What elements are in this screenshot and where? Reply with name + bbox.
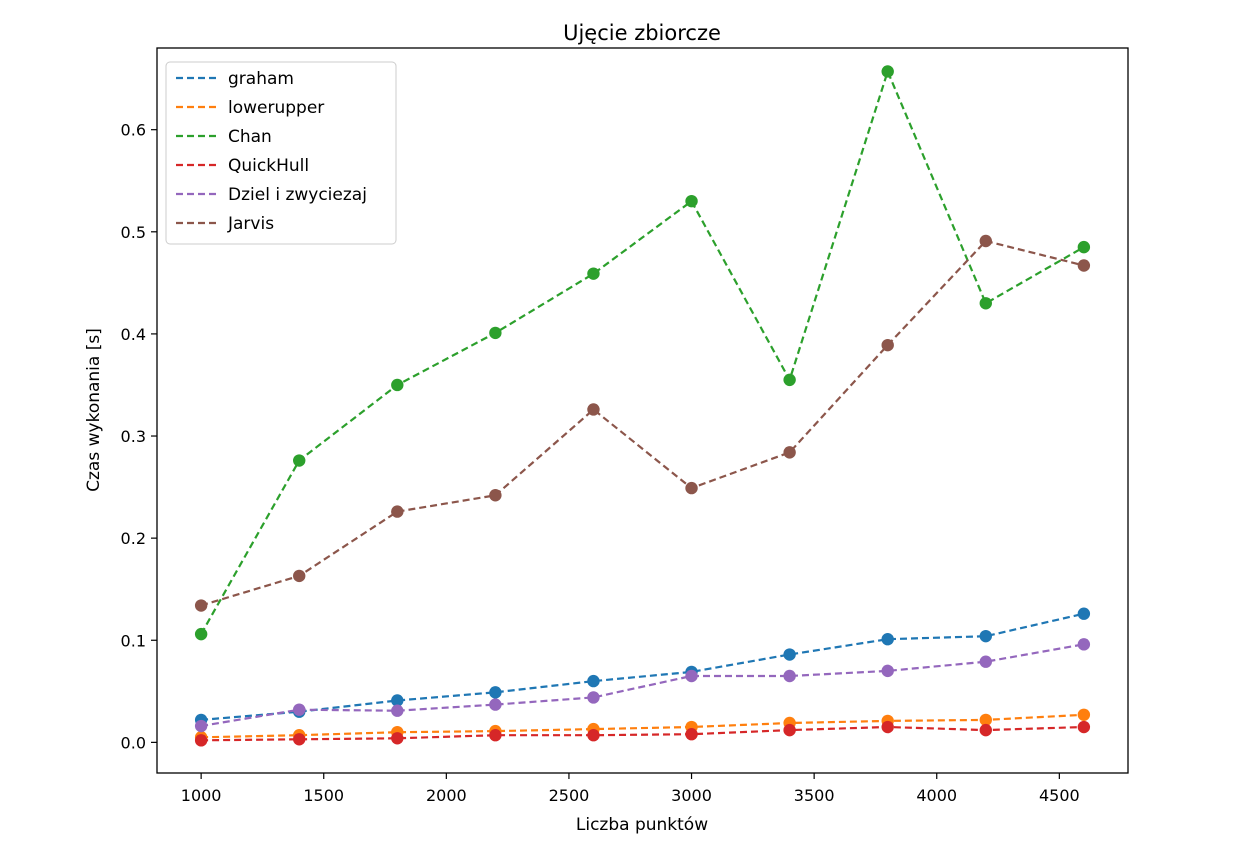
data-point (293, 703, 306, 716)
data-point (1077, 240, 1091, 254)
data-point (391, 505, 404, 518)
data-point (587, 674, 600, 688)
series-line (200, 239, 1085, 607)
data-point (489, 686, 502, 699)
y-tick-label: 0.1 (121, 631, 146, 650)
data-point (293, 733, 306, 746)
legend-box (165, 61, 397, 245)
data-point (685, 194, 698, 208)
series-line (201, 612, 1085, 721)
data-point (685, 481, 698, 495)
x-tick-label: 1500 (303, 786, 344, 805)
series-layer (194, 65, 1091, 747)
data-point (1077, 259, 1091, 272)
data-point (783, 373, 796, 387)
data-point (979, 629, 992, 643)
series-jarvis (194, 234, 1091, 612)
data-point (194, 734, 208, 747)
data-point (685, 669, 698, 683)
y-axis-label: Czas wykonania [s] (84, 328, 104, 492)
series-dziel-i-zwyciezaj (194, 638, 1091, 733)
legend-label: lowerupper (228, 98, 324, 118)
data-point (194, 719, 208, 733)
x-axis: 1000 1500 2000 2500 3000 3500 4000 4500 (181, 773, 1080, 805)
data-point (979, 297, 992, 310)
data-point (783, 723, 796, 737)
y-tick-label: 0.2 (121, 529, 146, 548)
y-tick-label: 0.5 (121, 223, 146, 242)
series-chan (194, 65, 1091, 641)
data-point (391, 694, 404, 707)
data-point (1077, 720, 1091, 734)
data-point (979, 655, 992, 668)
legend-label: Jarvis (227, 214, 274, 234)
data-point (293, 569, 306, 583)
y-tick-label: 0.3 (121, 427, 146, 446)
data-point (391, 732, 404, 745)
y-tick-label: 0.6 (121, 121, 146, 140)
data-point (587, 729, 600, 742)
series-quickhull (194, 720, 1091, 747)
y-axis: 0.0 0.1 0.2 0.3 0.4 0.5 0.6 (121, 121, 157, 752)
legend-label: Chan (228, 127, 272, 147)
series-line (200, 643, 1085, 728)
data-point (979, 723, 992, 737)
y-tick-label: 0.0 (121, 733, 146, 752)
data-point (979, 234, 992, 248)
legend-label: QuickHull (228, 156, 309, 176)
x-tick-label: 2000 (426, 786, 467, 805)
data-point (293, 454, 306, 467)
data-point (881, 664, 894, 678)
data-point (685, 727, 698, 741)
data-point (489, 489, 502, 502)
data-point (587, 403, 600, 416)
data-point (881, 720, 894, 734)
data-point (1077, 638, 1091, 651)
series-line (201, 713, 1084, 739)
data-point (391, 378, 404, 392)
x-tick-label: 4000 (916, 786, 957, 805)
data-point (881, 338, 894, 352)
data-point (194, 599, 208, 612)
data-point (489, 326, 502, 340)
data-point (881, 633, 894, 646)
data-point (783, 648, 796, 661)
data-point (489, 729, 502, 742)
data-point (194, 627, 208, 641)
data-point (783, 669, 796, 683)
series-line (201, 725, 1084, 742)
series-graham (194, 607, 1091, 727)
chart-title: Ujęcie zbiorcze (563, 21, 721, 45)
x-tick-label: 2500 (549, 786, 590, 805)
data-point (587, 691, 600, 704)
y-tick-label: 0.4 (121, 325, 146, 344)
series-line (200, 68, 1085, 635)
data-point (391, 704, 404, 717)
data-point (489, 698, 502, 711)
data-point (979, 713, 992, 727)
x-tick-label: 4500 (1039, 786, 1080, 805)
data-point (1077, 708, 1091, 721)
legend-label: graham (228, 69, 294, 89)
legend: graham lowerupper Chan QuickHull Dziel i zwy… (165, 61, 397, 245)
x-tick-label: 3500 (794, 786, 835, 805)
data-point (587, 267, 600, 280)
data-point (1077, 607, 1091, 620)
plot-frame (156, 47, 1129, 774)
x-axis-label: Liczba punktów (576, 815, 708, 835)
x-tick-label: 3000 (671, 786, 712, 805)
data-point (783, 446, 796, 459)
legend-label: Dziel i zwyciezaj (228, 185, 367, 205)
data-point (881, 65, 894, 78)
x-tick-label: 1000 (181, 786, 222, 805)
series-lowerupper (194, 708, 1091, 744)
